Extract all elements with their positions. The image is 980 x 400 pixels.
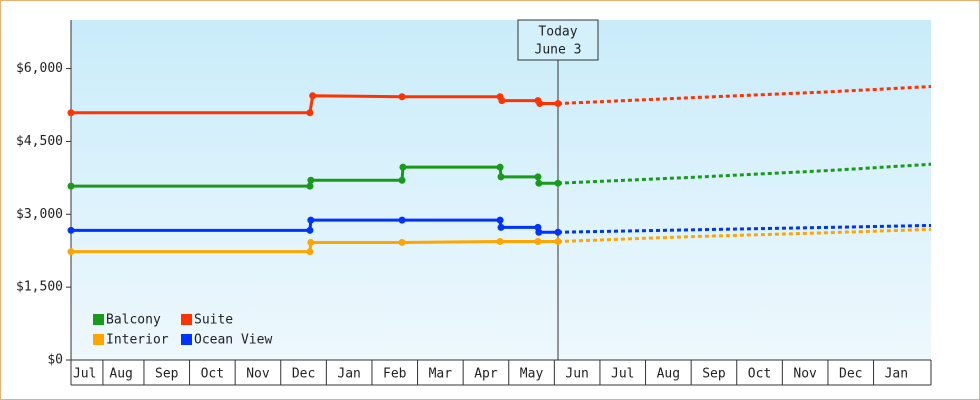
legend-label: Suite <box>194 313 233 328</box>
point <box>536 100 544 108</box>
today-box <box>517 19 599 61</box>
x-tick-label: Aug <box>109 367 132 382</box>
point <box>306 226 314 234</box>
legend-swatch <box>93 314 104 325</box>
point <box>496 163 504 171</box>
point <box>399 163 407 171</box>
x-tick-label: Aug <box>657 367 680 382</box>
today-label: Today <box>538 25 577 40</box>
point <box>67 109 75 117</box>
x-tick-label: Jan <box>885 367 908 382</box>
x-tick-label: Jan <box>337 367 360 382</box>
x-tick-label: Oct <box>748 367 771 382</box>
point <box>306 109 314 117</box>
x-tick-label: Nov <box>793 367 817 382</box>
x-tick-label: Nov <box>246 367 270 382</box>
plot-area <box>71 20 931 360</box>
point <box>496 237 504 245</box>
point <box>398 93 406 101</box>
point <box>554 100 562 108</box>
point <box>67 182 75 190</box>
legend-swatch <box>93 334 104 345</box>
x-tick-label: Jul <box>611 367 634 382</box>
legend-swatch <box>181 314 192 325</box>
point <box>554 237 562 245</box>
today-label: June 3 <box>535 43 582 58</box>
point <box>535 228 543 236</box>
y-tick-label: $3,000 <box>16 207 63 222</box>
point <box>306 248 314 256</box>
forecast-line <box>557 227 932 243</box>
point <box>497 173 505 181</box>
point <box>307 238 315 246</box>
legend-label: Balcony <box>106 313 161 328</box>
x-tick-label: May <box>520 367 544 382</box>
x-tick-label: Jul <box>73 367 96 382</box>
legend-label: Interior <box>106 333 169 348</box>
point <box>307 176 315 184</box>
point <box>496 216 504 224</box>
y-tick-label: $0 <box>47 353 63 368</box>
point <box>309 92 317 100</box>
x-tick-label: Mar <box>429 367 453 382</box>
x-tick-label: Dec <box>839 367 862 382</box>
point <box>398 238 406 246</box>
point <box>306 182 314 190</box>
x-tick-label: Sep <box>155 367 179 382</box>
point <box>554 228 562 236</box>
x-tick-label: Oct <box>201 367 224 382</box>
x-tick-label: Sep <box>702 367 726 382</box>
point <box>534 237 542 245</box>
legend-label: Ocean View <box>194 333 272 348</box>
forecast-line <box>557 85 932 106</box>
x-tick-label: Feb <box>383 367 407 382</box>
point <box>534 173 542 181</box>
y-tick-label: $4,500 <box>16 134 63 149</box>
point <box>554 179 562 187</box>
point <box>67 226 75 234</box>
y-tick-label: $1,500 <box>16 280 63 295</box>
point <box>67 248 75 256</box>
point <box>398 176 406 184</box>
y-tick-label: $6,000 <box>16 61 63 76</box>
point <box>535 179 543 187</box>
point <box>497 223 505 231</box>
x-tick-label: Dec <box>292 367 315 382</box>
point <box>498 97 506 105</box>
point <box>307 216 315 224</box>
x-tick-label: Apr <box>474 367 498 382</box>
forecast-line <box>557 223 932 234</box>
x-tick-label: Jun <box>565 367 588 382</box>
legend-swatch <box>181 334 192 345</box>
forecast-line <box>557 162 932 185</box>
point <box>398 216 406 224</box>
